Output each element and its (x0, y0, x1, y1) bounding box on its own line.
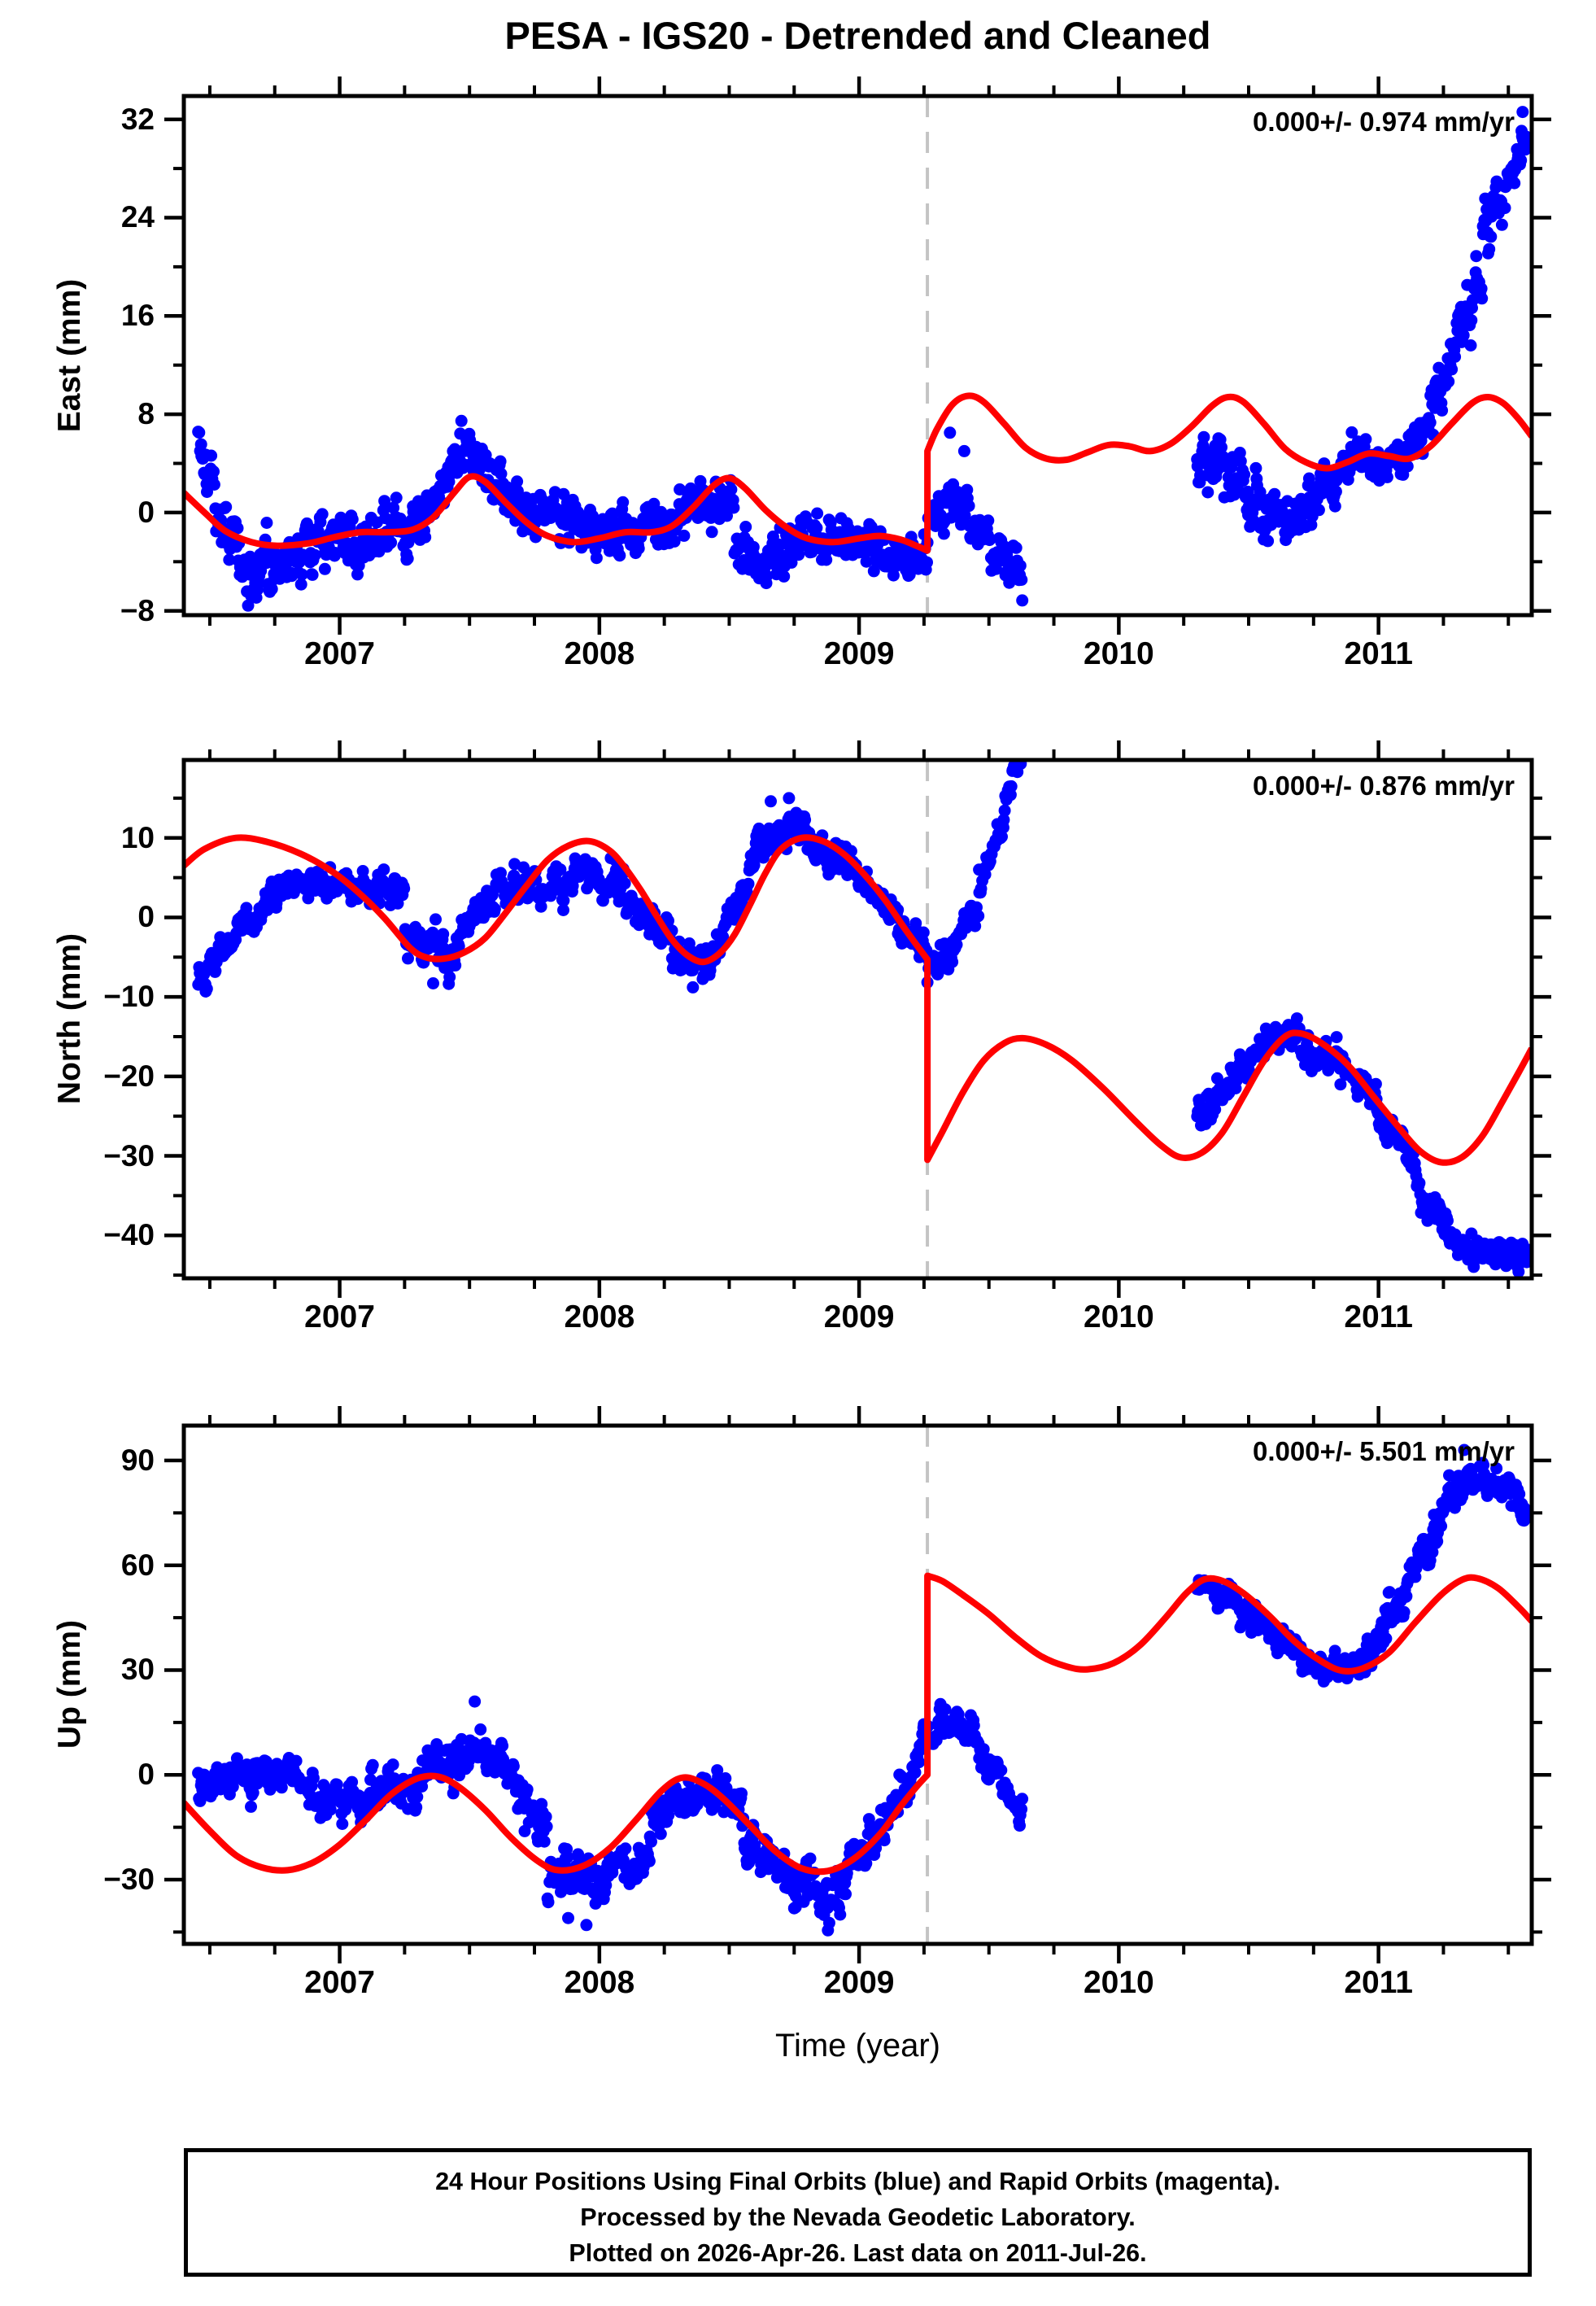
up-scatter-points (192, 1443, 1532, 1937)
north-panel (164, 740, 1551, 1298)
east-panel (164, 76, 1551, 635)
up-panel (164, 1406, 1551, 1963)
north-scatter-points (192, 760, 1532, 1278)
east-model-curve (184, 392, 1532, 554)
north-model-curve (184, 834, 1532, 1166)
up-model-curve (184, 1572, 1532, 1876)
